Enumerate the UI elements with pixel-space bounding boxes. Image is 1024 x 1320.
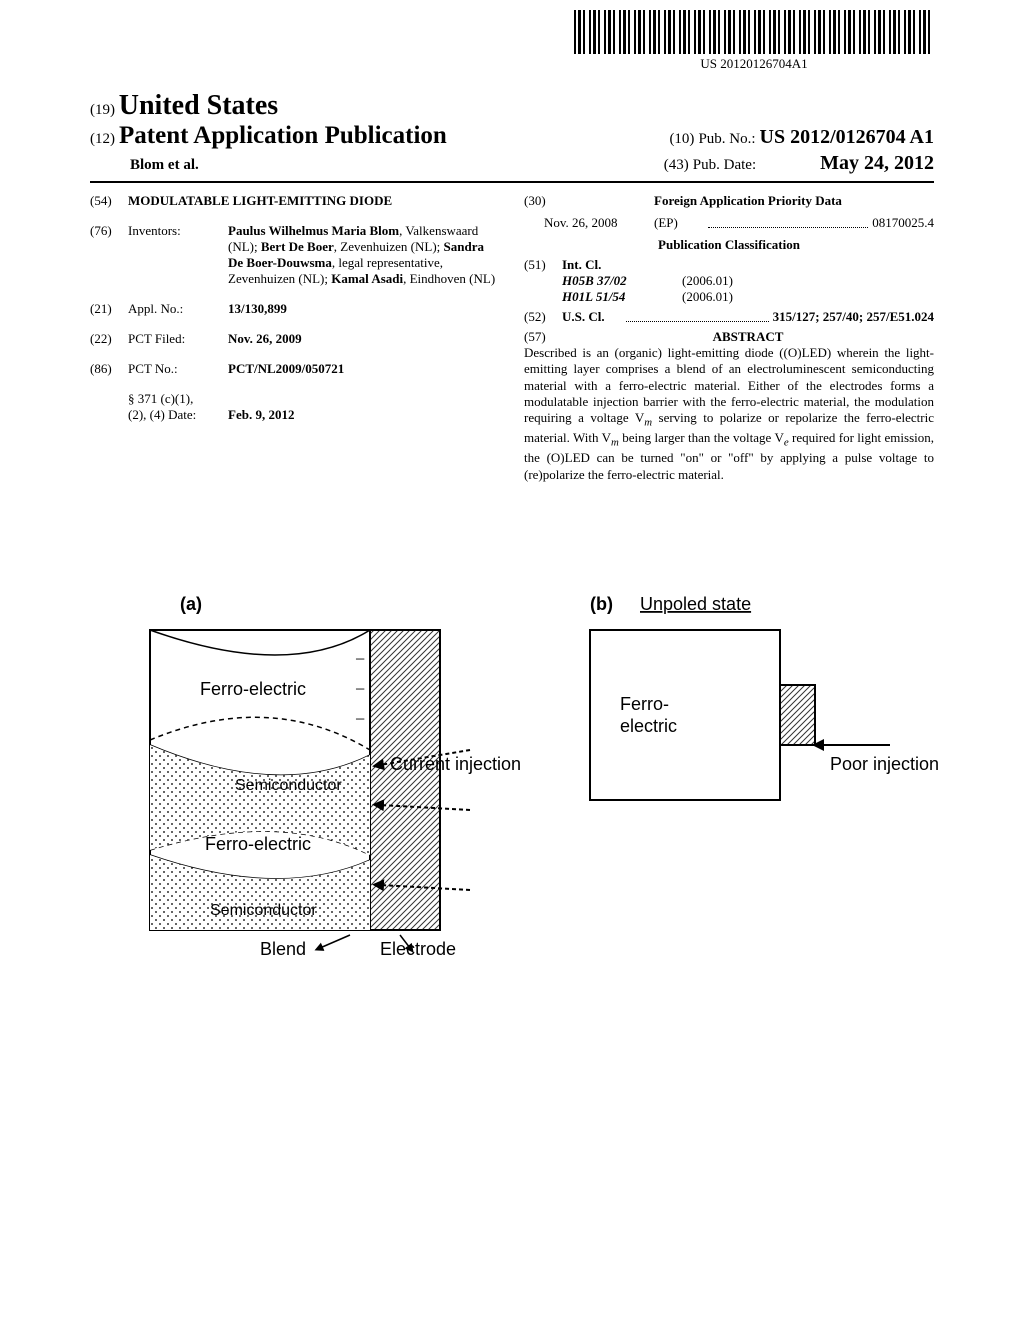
code-54: (54) xyxy=(90,193,128,209)
fig-b-electrode xyxy=(780,685,815,745)
country-line: (19) United States xyxy=(90,90,934,122)
fig-a-electrode xyxy=(370,630,440,930)
current-injection-label: Current injection xyxy=(390,754,521,774)
fig-a-ferro-2: Ferro-electric xyxy=(205,834,311,854)
ipc2: H01L 51/54 xyxy=(562,289,682,305)
pub-no-label: Pub. No.: xyxy=(698,131,755,147)
pub-class-title: Publication Classification xyxy=(524,237,934,253)
fig-label-a: (a) xyxy=(180,594,202,614)
code-43: (43) xyxy=(664,157,689,173)
s371-label: § 371 (c)(1), xyxy=(128,391,228,407)
title-54: MODULATABLE LIGHT-EMITTING DIODE xyxy=(128,193,392,209)
s371-spacer-2 xyxy=(90,407,128,423)
code-76: (76) xyxy=(90,223,128,287)
blend-arrow xyxy=(320,935,350,948)
inventors-value: Paulus Wilhelmus Maria Blom, Valkenswaar… xyxy=(228,223,500,287)
code-86: (86) xyxy=(90,361,128,377)
code-12: (12) xyxy=(90,131,115,147)
right-column: (30) Foreign Application Priority Data N… xyxy=(524,193,934,483)
divider xyxy=(90,181,934,183)
abstract-label: ABSTRACT xyxy=(562,329,934,345)
us-cl-dots xyxy=(626,309,769,322)
abstract-body: Described is an (organic) light-emitting… xyxy=(524,345,934,483)
barcode-region: US 20120126704A1 xyxy=(574,10,934,72)
ipc2-date: (2006.01) xyxy=(682,289,733,305)
ipc1: H05B 37/02 xyxy=(562,273,682,289)
fig-b-ferro-2: electric xyxy=(620,716,677,736)
code-22: (22) xyxy=(90,331,128,347)
pct-no: PCT/NL2009/050721 xyxy=(228,361,500,377)
electrode-label: Electrode xyxy=(380,939,456,959)
pub-title: Patent Application Publication xyxy=(119,122,447,149)
s371-date-label: (2), (4) Date: xyxy=(128,407,228,423)
foreign-dots xyxy=(708,215,868,228)
foreign-header-row: (30) Foreign Application Priority Data xyxy=(524,193,934,209)
minus-1: − xyxy=(355,649,365,669)
pct-filed-row: (22) PCT Filed: Nov. 26, 2009 xyxy=(90,331,500,347)
pct-no-label: PCT No.: xyxy=(128,361,228,377)
appl-no: 13/130,899 xyxy=(228,301,500,317)
title-row: (54) MODULATABLE LIGHT-EMITTING DIODE xyxy=(90,193,500,209)
us-cl-row: (52) U.S. Cl. 315/127; 257/40; 257/E51.0… xyxy=(524,309,934,325)
code-21: (21) xyxy=(90,301,128,317)
ipc1-row: H05B 37/02 (2006.01) xyxy=(562,273,934,289)
fig-b-ferro-1: Ferro- xyxy=(620,694,669,714)
left-column: (54) MODULATABLE LIGHT-EMITTING DIODE (7… xyxy=(90,193,500,483)
minus-3: − xyxy=(355,709,365,729)
s371-row-2: (2), (4) Date: Feb. 9, 2012 xyxy=(90,407,500,423)
pub-date: May 24, 2012 xyxy=(820,152,934,174)
pub-date-label: Pub. Date: xyxy=(693,157,756,173)
authors: Blom et al. xyxy=(130,157,199,174)
s371-row-1: § 371 (c)(1), xyxy=(90,391,500,407)
inventors-label: Inventors: xyxy=(128,223,228,287)
foreign-num: 08170025.4 xyxy=(872,215,934,231)
int-cl-label: Int. Cl. xyxy=(562,257,601,273)
fig-b-box xyxy=(590,630,780,800)
barcode xyxy=(574,10,934,54)
pub-no: US 2012/0126704 A1 xyxy=(760,126,934,148)
foreign-data-row: Nov. 26, 2008 (EP) 08170025.4 xyxy=(544,215,934,231)
country-name: United States xyxy=(119,90,278,121)
pub-line: (12) Patent Application Publication (10)… xyxy=(90,122,934,150)
code-57: (57) xyxy=(524,329,562,345)
pct-no-row: (86) PCT No.: PCT/NL2009/050721 xyxy=(90,361,500,377)
code-10: (10) xyxy=(669,131,694,147)
foreign-date: Nov. 26, 2008 xyxy=(544,215,654,231)
unpoled-label: Unpoled state xyxy=(640,594,751,614)
figure-region: (a) Ferro-electric Semiconductor Ferro-e… xyxy=(90,590,964,1010)
us-cl: 315/127; 257/40; 257/E51.024 xyxy=(773,309,934,325)
fig-a-semi-label-2: Semiconductor xyxy=(210,902,317,919)
foreign-cc: (EP) xyxy=(654,215,704,231)
blend-label: Blend xyxy=(260,939,306,959)
figure-svg: (a) Ferro-electric Semiconductor Ferro-e… xyxy=(90,590,960,1010)
fig-label-b: (b) xyxy=(590,594,613,614)
header-block: (19) United States (12) Patent Applicati… xyxy=(90,90,934,483)
s371-date: Feb. 9, 2012 xyxy=(228,407,500,423)
int-cl-row: (51) Int. Cl. xyxy=(524,257,934,273)
code-19: (19) xyxy=(90,102,115,118)
pct-filed: Nov. 26, 2009 xyxy=(228,331,500,347)
code-52: (52) xyxy=(524,309,562,325)
us-cl-label: U.S. Cl. xyxy=(562,309,622,325)
appl-no-row: (21) Appl. No.: 13/130,899 xyxy=(90,301,500,317)
fig-a-semi-label-1: Semiconductor xyxy=(235,777,342,794)
inventors-row: (76) Inventors: Paulus Wilhelmus Maria B… xyxy=(90,223,500,287)
code-51: (51) xyxy=(524,257,562,273)
s371-spacer xyxy=(90,391,128,407)
fig-a-ferro-1: Ferro-electric xyxy=(200,679,306,699)
fig-a-curve-1 xyxy=(150,630,370,655)
poor-injection-label: Poor injection xyxy=(830,754,939,774)
columns: (54) MODULATABLE LIGHT-EMITTING DIODE (7… xyxy=(90,193,934,483)
barcode-text: US 20120126704A1 xyxy=(574,56,934,72)
fig-a-curve-2 xyxy=(150,717,370,750)
foreign-label: Foreign Application Priority Data xyxy=(562,193,934,209)
ipc1-date: (2006.01) xyxy=(682,273,733,289)
abstract-header-row: (57) ABSTRACT xyxy=(524,329,934,345)
minus-2: − xyxy=(355,679,365,699)
appl-no-label: Appl. No.: xyxy=(128,301,228,317)
pct-filed-label: PCT Filed: xyxy=(128,331,228,347)
authors-line: Blom et al. (43) Pub. Date: May 24, 2012 xyxy=(90,152,934,175)
ipc2-row: H01L 51/54 (2006.01) xyxy=(562,289,934,305)
code-30: (30) xyxy=(524,193,562,209)
